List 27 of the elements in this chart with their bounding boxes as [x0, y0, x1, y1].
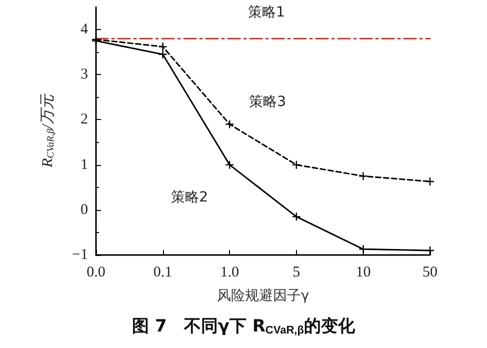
- x-tick-label: 0.1: [153, 264, 172, 280]
- point: [158, 50, 168, 59]
- series-label: 策略1: [248, 4, 285, 21]
- y-tick-label: 3: [80, 66, 88, 83]
- x-tick-label: 5: [292, 264, 300, 280]
- x-axis-title: 风险规避因子γ: [216, 288, 310, 304]
- point: [225, 160, 234, 170]
- series-label: 策略3: [249, 94, 286, 110]
- point: [158, 42, 168, 52]
- y-axis-title: RCVaR,β/万元: [40, 94, 56, 168]
- point: [358, 171, 368, 181]
- point: [425, 176, 435, 186]
- point: [292, 160, 301, 170]
- y-tick-label: 2: [80, 112, 88, 128]
- caption: 图 7 不同γ下 RCVaR,β的变化: [132, 316, 356, 336]
- x-tick-label: 50: [422, 264, 438, 280]
- point: [292, 212, 301, 222]
- x-tick-label: 10: [356, 264, 371, 280]
- x-tick-label: 0.0: [86, 264, 106, 280]
- point: [358, 244, 368, 254]
- y-tick-label: −1: [72, 247, 88, 263]
- y-tick-label: 1: [80, 156, 88, 173]
- y-tick-label: 4: [80, 22, 88, 38]
- x-tick-label: 1.0: [220, 264, 239, 280]
- point: [225, 120, 234, 129]
- y-tick-label: 0: [80, 202, 88, 218]
- text: 策略2: [171, 189, 208, 206]
